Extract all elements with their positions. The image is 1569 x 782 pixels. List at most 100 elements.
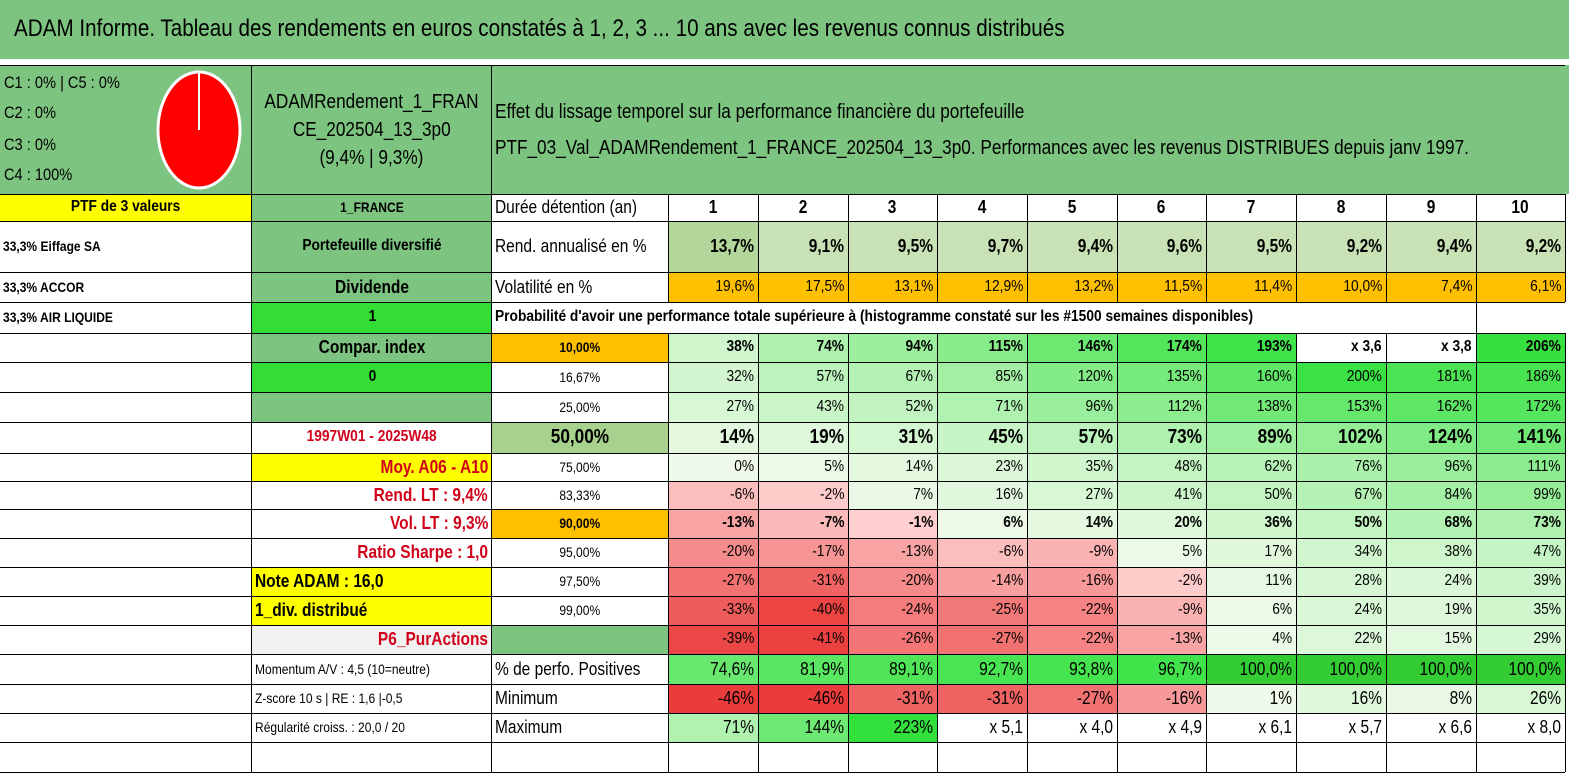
probability-value: 35%: [1476, 596, 1565, 625]
probability-value-text: -7%: [819, 514, 844, 532]
probability-value: 16%: [937, 481, 1027, 509]
probability-value: -7%: [758, 509, 848, 538]
positive-perf-value-text: 100,0%: [1239, 658, 1292, 679]
probability-value: -9%: [1027, 538, 1117, 567]
grid-line: [937, 333, 938, 772]
probability-value-text: 4%: [1272, 630, 1292, 648]
probability-value-text: -13%: [1169, 630, 1202, 648]
holding-row-text: 33,3% ACCOR: [3, 278, 85, 295]
probability-value-text: 115%: [988, 338, 1023, 356]
probability-value-text: 76%: [1354, 457, 1382, 475]
dividend-value: 1: [252, 302, 492, 333]
probability-value: 200%: [1296, 362, 1386, 392]
probability-value: 146%: [1027, 333, 1117, 362]
holding-row: 33,3% ACCOR: [0, 272, 252, 302]
grid-line: [1476, 194, 1477, 302]
probability-value-text: 38%: [1444, 543, 1472, 561]
rend-value: 9,2%: [1296, 221, 1386, 272]
probability-value: 84%: [1386, 481, 1476, 509]
probability-value-text: -6%: [729, 485, 754, 503]
probability-threshold: 99,00%: [492, 596, 668, 625]
year-header-text: 2: [798, 197, 808, 218]
probability-value-text: -20%: [900, 572, 933, 590]
probability-value-text: -13%: [900, 543, 933, 561]
probability-value: 22%: [1296, 625, 1386, 654]
minimum-value: -27%: [1027, 684, 1117, 713]
probability-value: 68%: [1386, 509, 1476, 538]
rend-value: 9,5%: [848, 221, 937, 272]
positive-perf-value: 93,8%: [1027, 654, 1117, 684]
probability-value: -41%: [758, 625, 848, 654]
volatility-label-text: Volatilité en %: [495, 276, 593, 297]
grid-line: [758, 333, 759, 772]
probability-value-text: -6%: [998, 543, 1023, 561]
probability-value: 193%: [1206, 333, 1296, 362]
grid-line: [0, 772, 1565, 773]
probability-value: 174%: [1117, 333, 1206, 362]
probability-value-text: 160%: [1256, 367, 1292, 385]
probability-value: 52%: [848, 392, 937, 422]
period-label: 1997W01 - 2025W48: [252, 422, 492, 453]
probability-value-text: 43%: [816, 397, 844, 415]
compar-index-value: 0: [252, 362, 492, 392]
year-header-text: 4: [977, 197, 987, 218]
minimum-value: 16%: [1296, 684, 1386, 713]
minimum-value-text: -46%: [807, 688, 844, 709]
maximum-value: 223%: [848, 713, 937, 742]
probability-value: 41%: [1117, 481, 1206, 509]
probability-value-text: 22%: [1354, 630, 1382, 648]
volatility-value: 19,6%: [668, 272, 758, 302]
portfolio-type-text: Portefeuille diversifié: [302, 237, 442, 255]
sharpe-ratio-label-text: Ratio Sharpe : 1,0: [357, 542, 488, 563]
ptf-count-label: PTF de 3 valeurs: [0, 194, 252, 221]
year-header: 8: [1296, 194, 1386, 221]
probability-value-text: 36%: [1264, 514, 1292, 532]
maximum-value-text: 144%: [804, 717, 844, 738]
probability-value-text: -22%: [1080, 630, 1113, 648]
duree-label: Durée détention (an): [492, 194, 668, 221]
probability-threshold-text: 95,00%: [559, 544, 601, 561]
positive-perf-value: 81,9%: [758, 654, 848, 684]
probability-value-text: 141%: [1517, 426, 1561, 448]
probability-value: 7%: [848, 481, 937, 509]
volatility-value-text: 12,9%: [983, 277, 1023, 295]
grid-line: [1386, 194, 1387, 302]
rend-value-text: 9,4%: [1436, 236, 1472, 257]
compar-index-value-text: 0: [368, 367, 376, 385]
positive-perf-value: 100,0%: [1386, 654, 1476, 684]
maximum-value-text: x 4,0: [1079, 717, 1113, 738]
probability-threshold: 83,33%: [492, 481, 668, 509]
grid-line: [0, 362, 1565, 363]
probability-value-text: 112%: [1167, 397, 1202, 415]
grid-line: [848, 333, 849, 772]
probability-value: 73%: [1117, 422, 1206, 453]
probability-value-text: 7%: [913, 485, 933, 503]
probability-value: 38%: [1386, 538, 1476, 567]
probability-value-text: x 3,8: [1441, 338, 1472, 356]
probability-value-text: 6%: [1003, 514, 1023, 532]
volatility-value-text: 13,2%: [1073, 277, 1113, 295]
probability-value: 4%: [1206, 625, 1296, 654]
probability-value: 85%: [937, 362, 1027, 392]
probability-value: 0%: [668, 453, 758, 481]
year-header: 1: [668, 194, 758, 221]
grid-line: [0, 302, 1565, 303]
probability-threshold-text: 10,00%: [559, 339, 601, 356]
volatility-value-text: 13,1%: [893, 277, 933, 295]
moy-label-text: Moy. A06 - A10: [380, 456, 488, 477]
probability-value: 115%: [937, 333, 1027, 362]
maximum-value: x 5,7: [1296, 713, 1386, 742]
probability-value-text: 57%: [1078, 426, 1113, 448]
year-header: 9: [1386, 194, 1476, 221]
grid-line: [251, 65, 252, 772]
probability-value-text: 57%: [816, 367, 844, 385]
description-line: Effet du lissage temporel sur la perform…: [495, 101, 1025, 123]
probability-threshold: 97,50%: [492, 567, 668, 596]
blank-green-cell: [492, 625, 668, 654]
probability-value-text: -13%: [721, 514, 754, 532]
probability-value: 6%: [1206, 596, 1296, 625]
probability-value: -27%: [668, 567, 758, 596]
maximum-value-text: x 6,1: [1258, 717, 1292, 738]
holding-row: 33,3% AIR LIQUIDE: [0, 302, 252, 333]
probability-value: 111%: [1476, 453, 1565, 481]
